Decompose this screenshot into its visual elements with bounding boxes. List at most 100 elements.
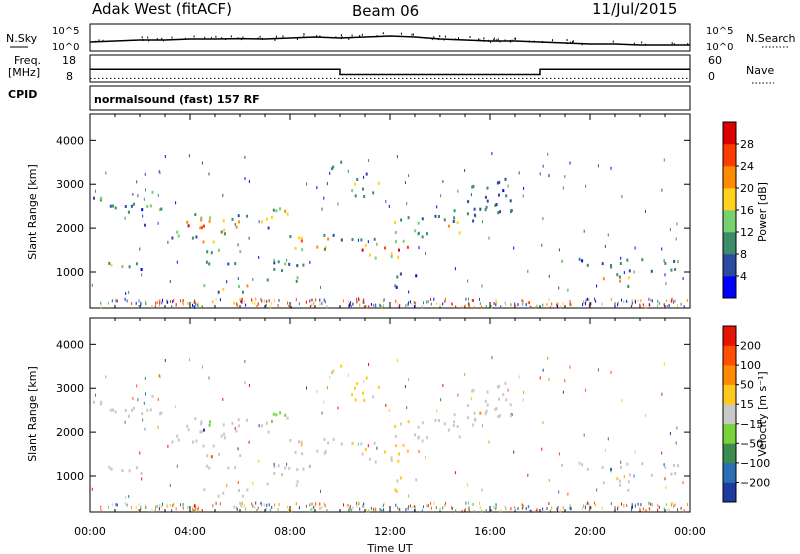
- velocity-cell: [583, 433, 585, 437]
- velocity-cell: [484, 399, 487, 403]
- power-cell: [674, 299, 676, 303]
- power-cell: [258, 255, 260, 259]
- velocity-cell: [274, 503, 276, 507]
- noise-search-dot: [469, 36, 471, 38]
- power-cell: [205, 260, 208, 264]
- velocity-cell: [208, 376, 210, 380]
- velocity-cell: [674, 503, 676, 507]
- power-cell: [668, 304, 670, 308]
- power-cell: [411, 302, 413, 306]
- power-cell: [626, 299, 628, 303]
- velocity-cell: [160, 411, 163, 415]
- power-cell: [133, 202, 135, 206]
- power-cell: [209, 216, 212, 220]
- velocity-cell: [642, 507, 644, 511]
- velocity-cell: [127, 414, 130, 418]
- power-cell: [426, 232, 428, 236]
- velocity-cell: [495, 503, 497, 507]
- power-cell: [300, 239, 303, 243]
- velocity-cell: [164, 359, 166, 362]
- velocity-cell: [442, 506, 444, 510]
- power-cell: [458, 231, 461, 235]
- power-cell: [542, 164, 544, 168]
- velocity-cell: [199, 430, 202, 434]
- velocity-colorbar-tick-label: −50: [740, 437, 763, 450]
- power-cell: [498, 193, 500, 197]
- velocity-cell: [241, 501, 243, 505]
- velocity-colorbar-tick-label: 100: [740, 359, 761, 372]
- power-cell: [305, 300, 307, 304]
- velocity-cell: [461, 510, 463, 513]
- power-cell: [481, 305, 483, 309]
- power-cell: [562, 302, 564, 306]
- velocity-cell: [124, 420, 126, 424]
- velocity-cell: [504, 381, 507, 385]
- power-cell: [268, 299, 270, 303]
- power-cell: [266, 299, 268, 303]
- velocity-cell: [242, 494, 244, 498]
- power-cell: [673, 259, 676, 263]
- power-cell: [472, 184, 475, 188]
- power-cell: [363, 301, 365, 304]
- velocity-cell: [472, 502, 474, 506]
- velocity-cell: [237, 447, 239, 451]
- power-cell: [413, 305, 415, 309]
- velocity-cell: [248, 384, 250, 387]
- power-cell: [561, 259, 564, 263]
- velocity-cell: [222, 491, 225, 495]
- velocity-cell: [495, 407, 498, 410]
- power-cell: [539, 172, 541, 176]
- velocity-cell: [453, 413, 456, 417]
- velocity-cell: [521, 506, 523, 510]
- power-cell: [366, 305, 368, 309]
- velocity-cell: [258, 459, 260, 463]
- velocity-cell: [637, 502, 639, 506]
- power-cell: [439, 303, 441, 307]
- velocity-cell: [319, 502, 321, 506]
- power-cell: [159, 301, 161, 305]
- velocity-cell: [383, 508, 385, 512]
- velocity-cell: [620, 460, 622, 464]
- velocity-cell: [176, 464, 178, 468]
- velocity-cell: [505, 507, 507, 511]
- noise-search-dot: [497, 38, 499, 41]
- velocity-cell: [569, 506, 571, 510]
- velocity-cell: [203, 428, 205, 432]
- power-cell: [617, 301, 619, 305]
- power-cell: [237, 243, 239, 247]
- velocity-cell: [366, 509, 368, 513]
- velocity-cell: [632, 505, 633, 509]
- velocity-cell: [149, 408, 152, 412]
- power-cell: [114, 206, 117, 210]
- power-cell: [356, 300, 358, 304]
- power-cell: [423, 301, 424, 305]
- noise-panel-frame: [89, 23, 691, 52]
- velocity-cell: [125, 496, 127, 499]
- power-colorbar-tick-label: 4: [740, 270, 747, 283]
- power-cell: [358, 297, 359, 301]
- velocity-cell: [296, 480, 299, 484]
- power-cell: [562, 186, 564, 190]
- velocity-cell: [447, 428, 450, 432]
- velocity-cell: [144, 376, 146, 380]
- power-cell: [135, 262, 138, 266]
- power-cell: [541, 243, 543, 247]
- velocity-cell: [320, 489, 321, 493]
- power-cell: [395, 285, 398, 289]
- noise-search-dot: [141, 36, 143, 39]
- velocity-cell: [135, 505, 137, 509]
- velocity-cell: [486, 403, 489, 407]
- power-cell: [641, 258, 644, 262]
- velocity-cell: [559, 509, 561, 513]
- power-cell: [124, 216, 126, 220]
- power-cell: [349, 304, 350, 307]
- velocity-cell: [405, 508, 407, 512]
- velocity-cell: [677, 508, 678, 512]
- power-cell: [212, 240, 215, 244]
- power-colorbar: Power [dB]: [756, 182, 769, 242]
- power-cell: [100, 301, 102, 305]
- velocity-cell: [144, 427, 146, 431]
- power-cell: [368, 253, 371, 257]
- power-cell: [203, 224, 205, 228]
